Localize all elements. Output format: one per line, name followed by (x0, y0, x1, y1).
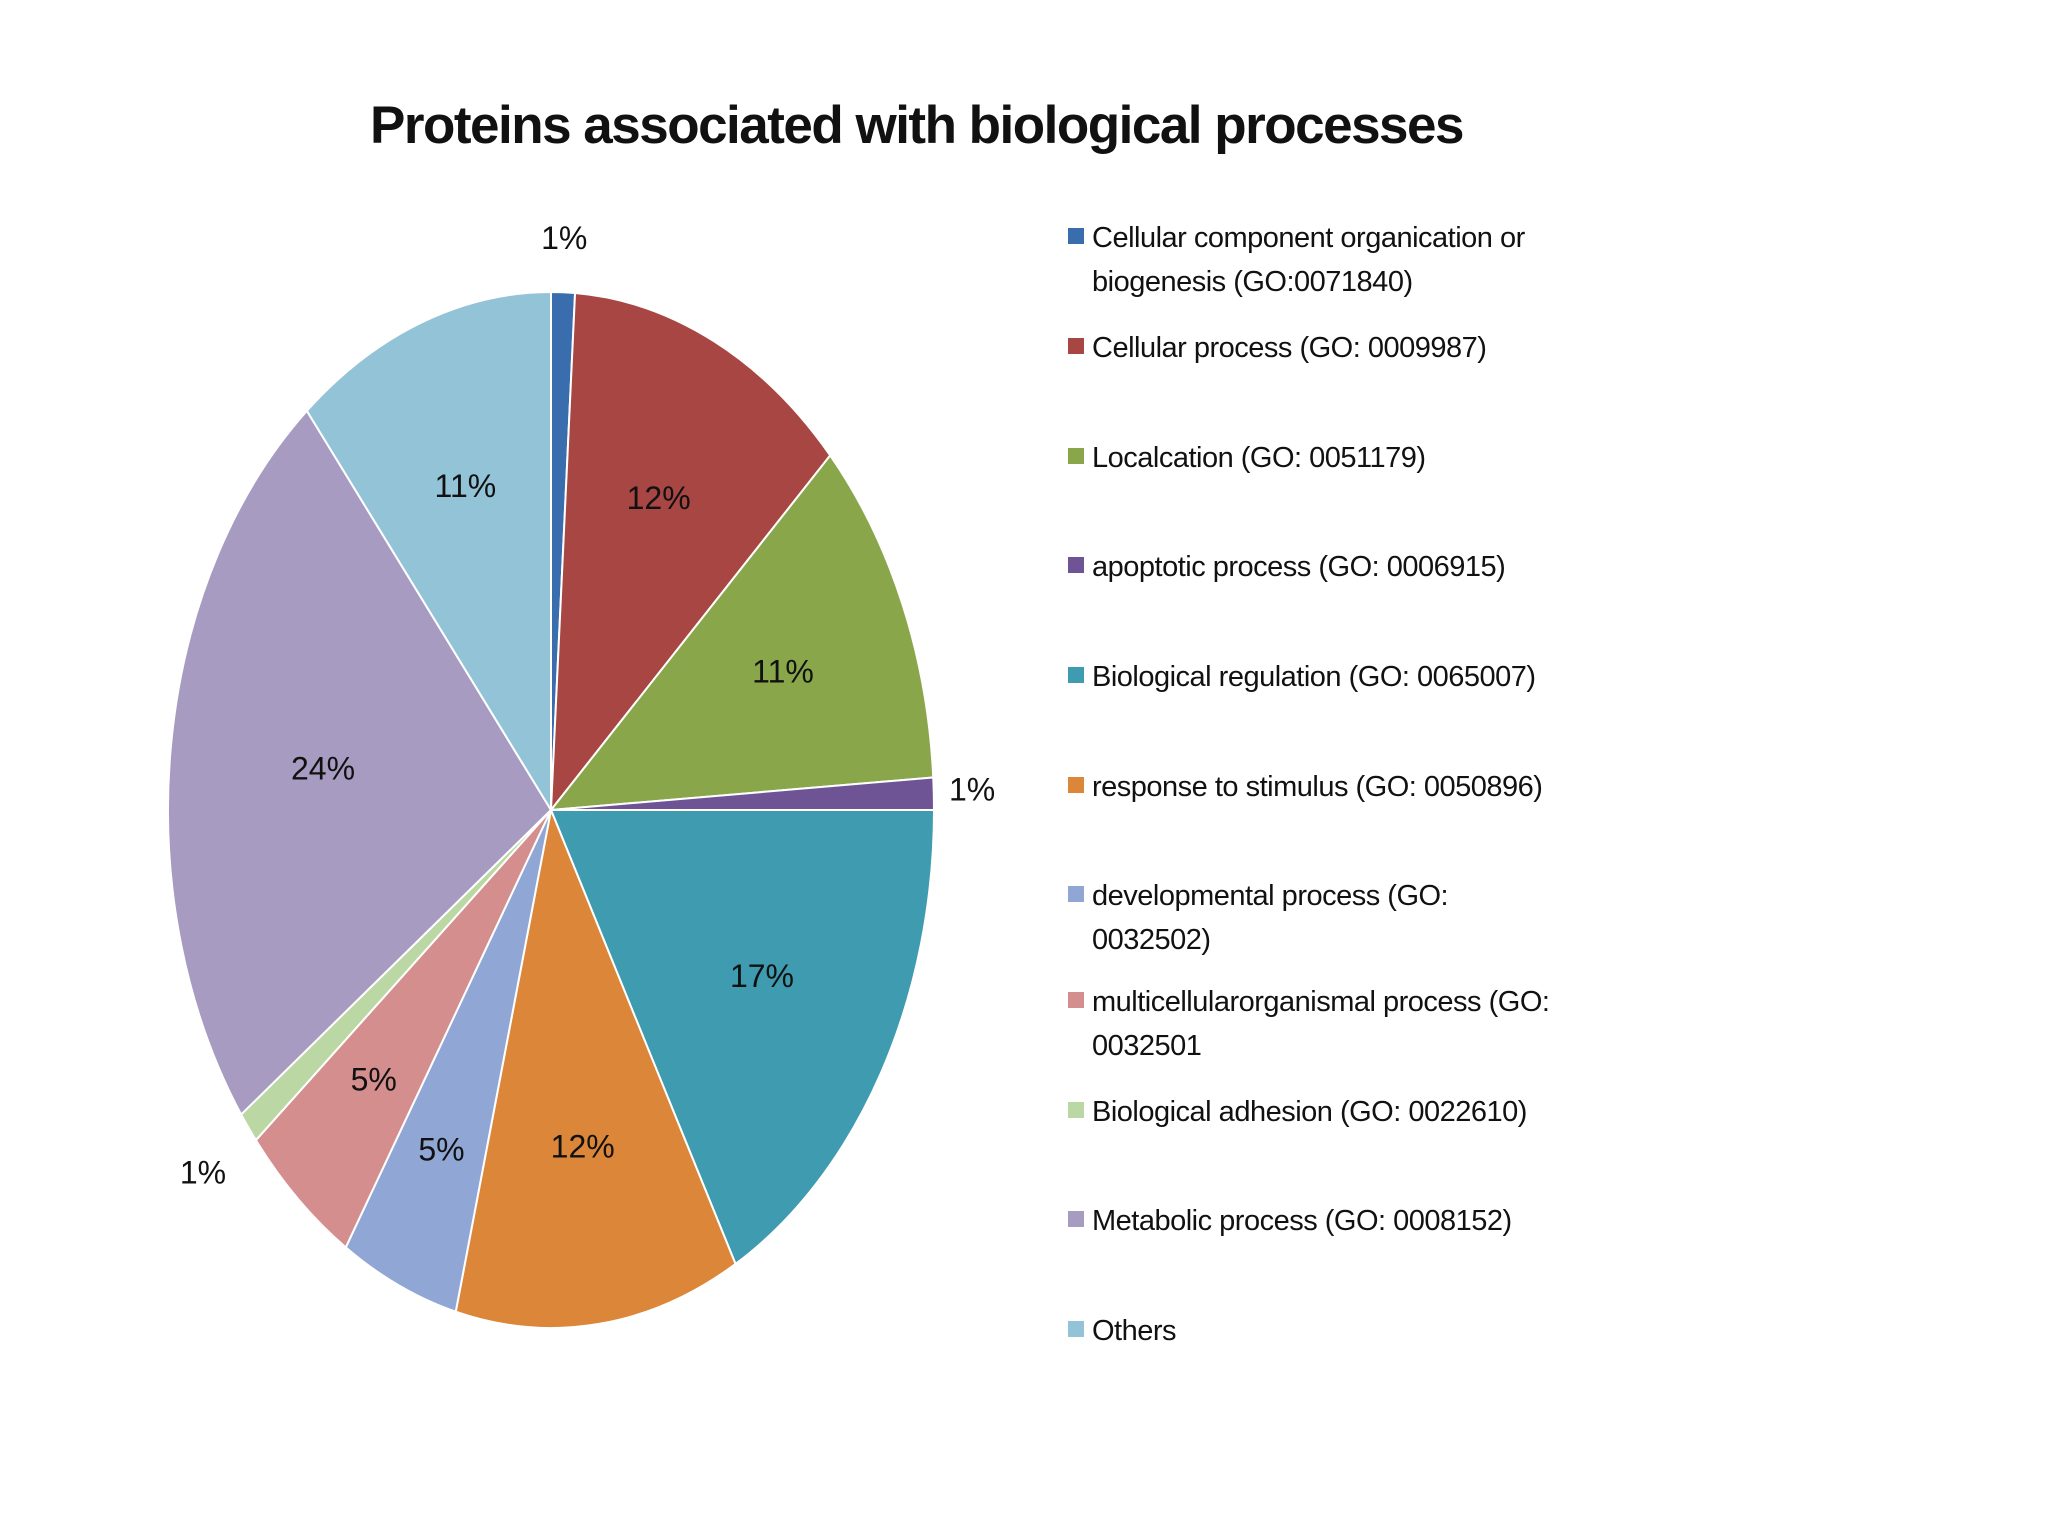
legend-swatch (1068, 338, 1084, 354)
legend-label: Cellular process (GO: 0009987) (1092, 332, 1487, 364)
data-label-cellular-process: 12% (627, 480, 691, 516)
legend-label: multicellularorganismal process (GO: 003… (1092, 986, 1550, 1062)
legend-swatch (1068, 448, 1084, 464)
legend-swatch (1068, 1211, 1084, 1227)
legend-item-cellular-component-organication-or-biogenesis: Cellular component organication or bioge… (1068, 216, 1562, 304)
legend-label: apoptotic process (GO: 0006915) (1092, 551, 1506, 583)
legend-item-cellular-process: Cellular process (GO: 0009987) (1068, 326, 1562, 370)
legend-swatch (1068, 777, 1084, 793)
legend-item-metabolic-process: Metabolic process (GO: 0008152) (1068, 1199, 1562, 1243)
pie-slice-biological-regulation (549, 809, 936, 1266)
data-label-apoptotic-process: 1% (949, 772, 995, 808)
pie-slice-developmental-process (344, 809, 552, 1314)
pie-slice-multicellularorganismal-process (254, 809, 552, 1249)
legend-item-others: Others (1068, 1309, 1562, 1353)
pie-slice-response-to-stimulus (454, 806, 737, 1330)
data-label-others: 11% (435, 468, 497, 504)
data-label-metabolic-process: 24% (291, 750, 355, 786)
legend-swatch (1068, 1102, 1084, 1118)
legend-swatch (1068, 667, 1084, 683)
legend-label: Metabolic process (GO: 0008152) (1092, 1205, 1512, 1237)
legend-item-apoptotic-process: apoptotic process (GO: 0006915) (1068, 545, 1562, 589)
legend-label: Cellular component organication or bioge… (1092, 222, 1525, 298)
chart-legend: Cellular component organication or bioge… (1068, 0, 1668, 1536)
pie-slice-localcation (548, 453, 935, 812)
pie-slice-metabolic-process (167, 409, 553, 1117)
data-label-response-to-stimulus: 12% (551, 1129, 615, 1165)
legend-swatch (1068, 228, 1084, 244)
legend-swatch (1068, 557, 1084, 573)
legend-label: response to stimulus (GO: 0050896) (1092, 771, 1543, 803)
legend-swatch (1068, 992, 1084, 1008)
legend-item-multicellularorganismal-process: multicellularorganismal process (GO: 003… (1068, 980, 1562, 1068)
chart-title: Proteins associated with biological proc… (370, 96, 1465, 155)
data-label-developmental-process: 5% (418, 1132, 464, 1168)
data-label-localcation: 11% (752, 654, 814, 690)
pie-slice-others (305, 290, 552, 814)
data-label-cellular-component-organication-or-biogenesis: 1% (541, 220, 587, 256)
legend-label: Biological regulation (GO: 0065007) (1092, 661, 1536, 693)
legend-label: Localcation (GO: 0051179) (1092, 442, 1426, 474)
legend-item-biological-regulation: Biological regulation (GO: 0065007) (1068, 655, 1562, 699)
legend-swatch (1068, 1321, 1084, 1337)
legend-label: Biological adhesion (GO: 0022610) (1092, 1096, 1527, 1128)
pie-data-labels: 1% 12% 11% 1% 17% 12% 5% 5% 1% 24% 11% (180, 220, 995, 1191)
legend-item-biological-adhesion: Biological adhesion (GO: 0022610) (1068, 1090, 1562, 1134)
legend-label: developmental process (GO: 0032502) (1092, 880, 1449, 956)
legend-item-developmental-process: developmental process (GO: 0032502) (1068, 874, 1562, 962)
data-label-biological-adhesion: 1% (180, 1155, 226, 1191)
pie-slice-cellular-process (549, 291, 832, 814)
data-label-biological-regulation: 17% (730, 958, 794, 994)
legend-item-localcation: Localcation (GO: 0051179) (1068, 436, 1562, 480)
data-label-multicellularorganismal-process: 5% (351, 1061, 397, 1097)
pie-slices (167, 290, 936, 1330)
legend-label: Others (1092, 1315, 1177, 1347)
legend-item-response-to-stimulus: response to stimulus (GO: 0050896) (1068, 765, 1562, 809)
legend-swatch (1068, 886, 1084, 902)
